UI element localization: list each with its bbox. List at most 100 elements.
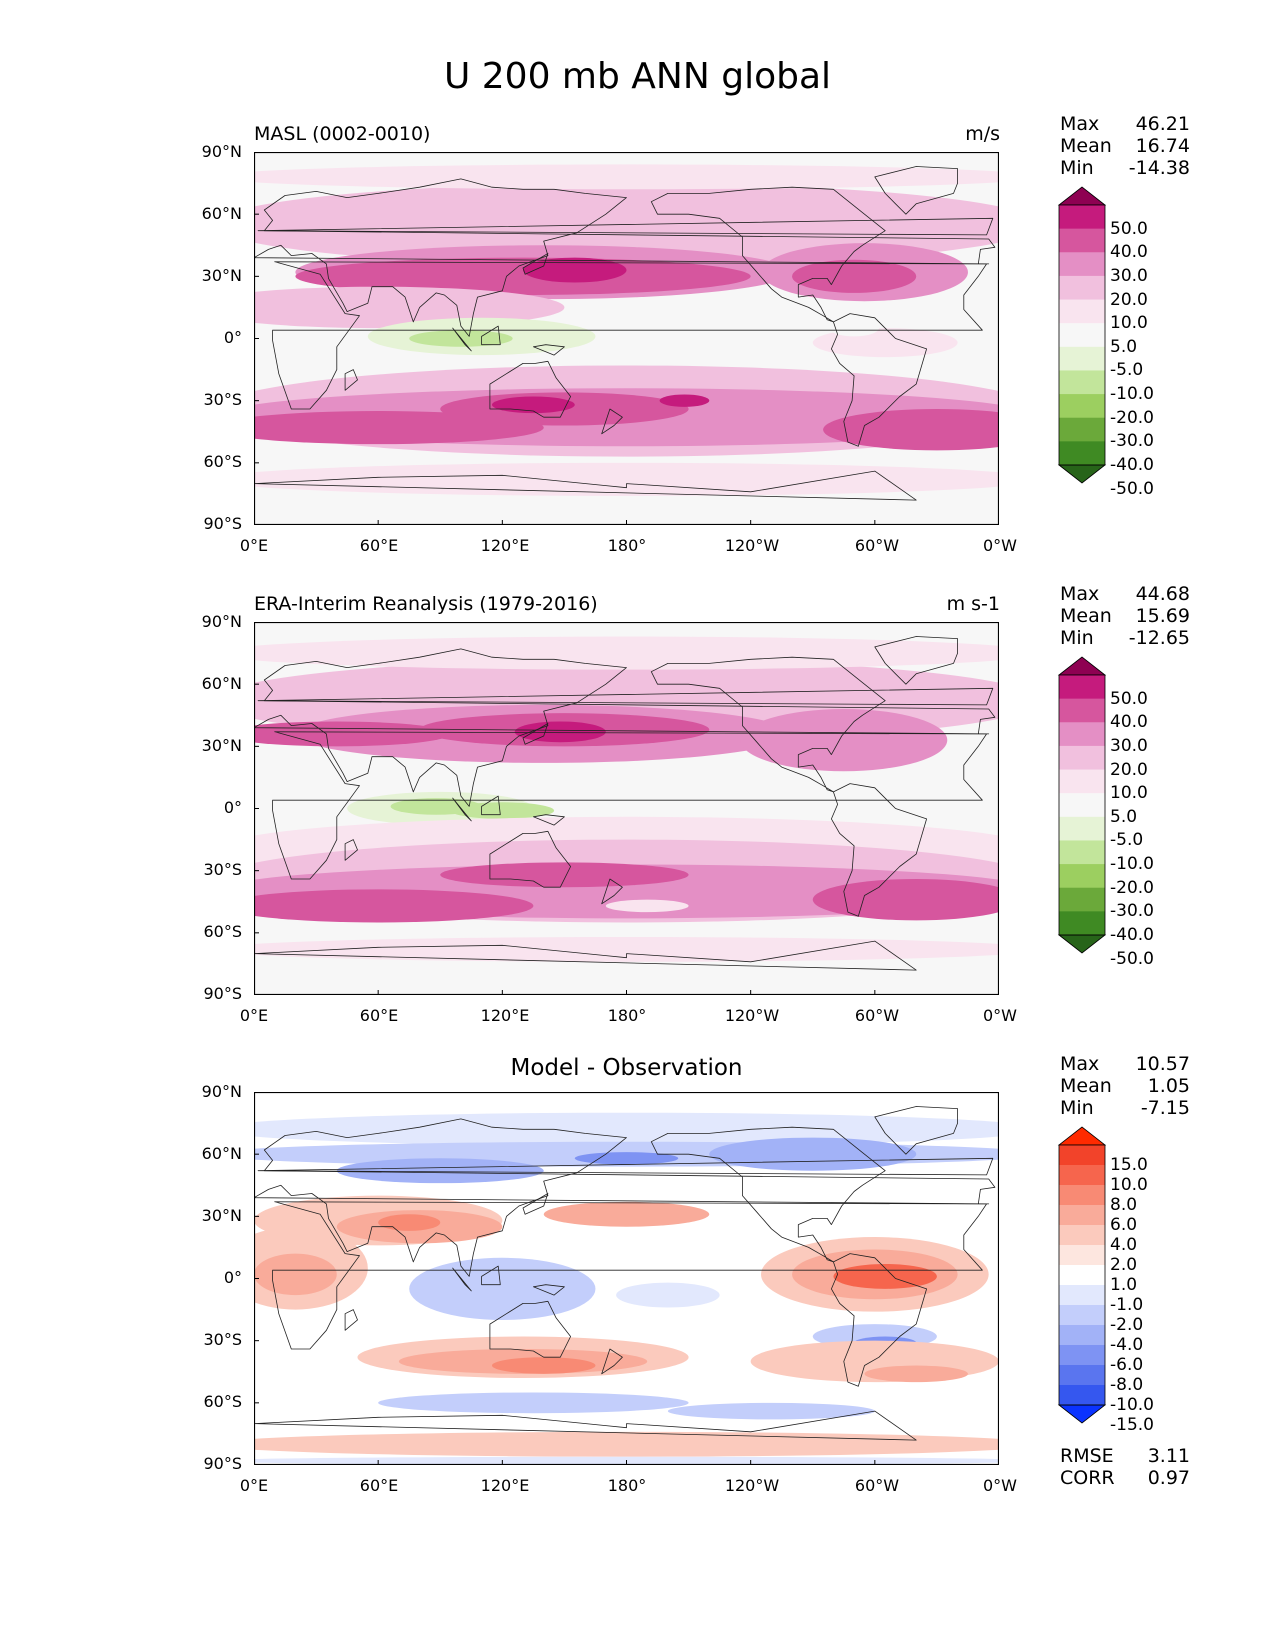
panel-model: MASL (0002-0010) m/s 90°N 60°N 30°N 0° 3… bbox=[0, 113, 1275, 593]
coastline bbox=[254, 940, 917, 971]
colorbar-label: -2.0 bbox=[1110, 1315, 1144, 1335]
colorbar-label: 10.0 bbox=[1110, 1175, 1148, 1195]
contour-band bbox=[740, 709, 948, 772]
colorbar-label: -4.0 bbox=[1110, 1335, 1144, 1355]
panel-left-title: ERA-Interim Reanalysis (1979-2016) bbox=[254, 593, 598, 615]
contour-band bbox=[378, 1392, 689, 1414]
colorbar-label: 20.0 bbox=[1110, 759, 1148, 780]
stat-label: Max bbox=[1060, 113, 1100, 135]
coastline bbox=[254, 178, 996, 337]
colorbar-swatch bbox=[1059, 698, 1105, 723]
coastline bbox=[481, 1265, 501, 1286]
coastline bbox=[522, 723, 549, 745]
colorbar-label: 6.0 bbox=[1110, 1215, 1138, 1235]
contour-band bbox=[254, 636, 999, 670]
contour-band bbox=[574, 1152, 679, 1165]
lat-label: 30°N bbox=[201, 736, 242, 755]
contour-band bbox=[254, 1431, 999, 1457]
lon-label: 0°E bbox=[239, 536, 269, 555]
coastline bbox=[533, 344, 565, 356]
lat-label: 30°N bbox=[201, 1206, 242, 1225]
lon-label: 60°E bbox=[359, 536, 399, 555]
colorbar-label: 50.0 bbox=[1110, 688, 1148, 709]
colorbar-frame bbox=[1058, 674, 1106, 936]
colorbar-label: 5.0 bbox=[1110, 806, 1138, 827]
lon-label: 120°W bbox=[724, 536, 780, 555]
contour-band bbox=[295, 257, 751, 295]
lon-label: 0°E bbox=[239, 1476, 269, 1495]
colorbar-label: -5.0 bbox=[1110, 830, 1144, 851]
coastline bbox=[254, 1118, 996, 1277]
colorbar-label: 10.0 bbox=[1110, 783, 1148, 804]
colorbar-swatch bbox=[1059, 722, 1105, 747]
coastline bbox=[481, 795, 501, 816]
contour-band bbox=[616, 1282, 720, 1308]
colorbar-extend-min bbox=[1057, 464, 1107, 484]
panel-observation: ERA-Interim Reanalysis (1979-2016) m s-1… bbox=[0, 583, 1275, 1063]
stat-label: Max bbox=[1060, 1053, 1100, 1075]
lat-label: 90°N bbox=[201, 142, 242, 161]
colorbar-swatch bbox=[1059, 346, 1105, 371]
contour-band bbox=[378, 1214, 441, 1231]
coastlines bbox=[254, 166, 996, 501]
metrics-block: RMSE 3.11 CORR 0.97 bbox=[1060, 1445, 1190, 1489]
lon-label: 60°W bbox=[854, 536, 900, 555]
lat-label: 60°N bbox=[201, 674, 242, 693]
coastline bbox=[601, 1348, 623, 1375]
colorbar-extend-max bbox=[1057, 656, 1107, 676]
colorbar-swatch bbox=[1059, 1185, 1105, 1206]
coastline bbox=[257, 217, 994, 236]
stat-value: 15.69 bbox=[1135, 605, 1190, 627]
lat-label: 90°S bbox=[203, 514, 242, 533]
coastline bbox=[272, 1201, 987, 1350]
panel-difference: Model - Observation 90°N 60°N 30°N 0° 30… bbox=[0, 1053, 1275, 1533]
stat-max: Max 10.57 bbox=[1060, 1053, 1190, 1075]
contour-band bbox=[709, 1137, 917, 1171]
coastline bbox=[831, 1253, 927, 1387]
stat-max: Max 46.21 bbox=[1060, 113, 1190, 135]
colorbar-swatch bbox=[1059, 675, 1105, 700]
lon-label: 60°E bbox=[359, 1006, 399, 1025]
stat-value: -7.15 bbox=[1140, 1097, 1190, 1119]
lat-label: 90°S bbox=[203, 1454, 242, 1473]
contour-band bbox=[667, 1402, 875, 1420]
colorbar-label: -10.0 bbox=[1110, 1395, 1154, 1415]
colorbar-swatch bbox=[1059, 228, 1105, 253]
contour-band bbox=[491, 1357, 596, 1374]
coastline bbox=[272, 261, 987, 410]
colorbar-swatch bbox=[1059, 323, 1105, 348]
map-observation bbox=[254, 622, 999, 995]
stat-mean: Mean 15.69 bbox=[1060, 605, 1190, 627]
lat-label: 0° bbox=[223, 1268, 242, 1287]
colorbar-swatch bbox=[1059, 1245, 1105, 1266]
colorbar bbox=[1057, 1126, 1107, 1424]
coastline bbox=[522, 1193, 549, 1215]
lat-label: 90°S bbox=[203, 984, 242, 1003]
colorbar-swatch bbox=[1059, 275, 1105, 300]
colorbar-label: 50.0 bbox=[1110, 218, 1148, 239]
lon-label: 120°W bbox=[724, 1476, 780, 1495]
stat-value: 0.97 bbox=[1147, 1467, 1190, 1489]
lon-label: 120°E bbox=[480, 1476, 530, 1495]
map-model bbox=[254, 152, 999, 525]
contour-band bbox=[409, 1257, 596, 1320]
coastline bbox=[254, 470, 917, 501]
colorbar-label: -6.0 bbox=[1110, 1355, 1144, 1375]
coastlines bbox=[254, 1106, 996, 1441]
coastline bbox=[533, 814, 565, 826]
coastline bbox=[489, 1300, 571, 1358]
coastline bbox=[254, 1410, 917, 1441]
colorbar-swatch bbox=[1059, 417, 1105, 442]
coastline bbox=[257, 687, 994, 706]
stat-label: Min bbox=[1060, 1097, 1094, 1119]
contour-band bbox=[523, 257, 627, 283]
lat-label: 0° bbox=[223, 328, 242, 347]
colorbar-label: -1.0 bbox=[1110, 1295, 1144, 1315]
contour-band bbox=[864, 1365, 968, 1383]
stat-min: Min -12.65 bbox=[1060, 627, 1190, 649]
colorbar-label: -50.0 bbox=[1110, 478, 1154, 499]
lat-label: 60°S bbox=[203, 452, 242, 471]
lon-label: 0°W bbox=[983, 1476, 1017, 1495]
colorbar-label: -40.0 bbox=[1110, 455, 1154, 475]
lat-label: 30°N bbox=[201, 266, 242, 285]
